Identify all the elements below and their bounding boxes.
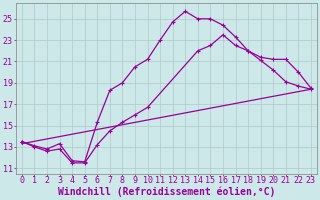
X-axis label: Windchill (Refroidissement éolien,°C): Windchill (Refroidissement éolien,°C): [58, 187, 275, 197]
